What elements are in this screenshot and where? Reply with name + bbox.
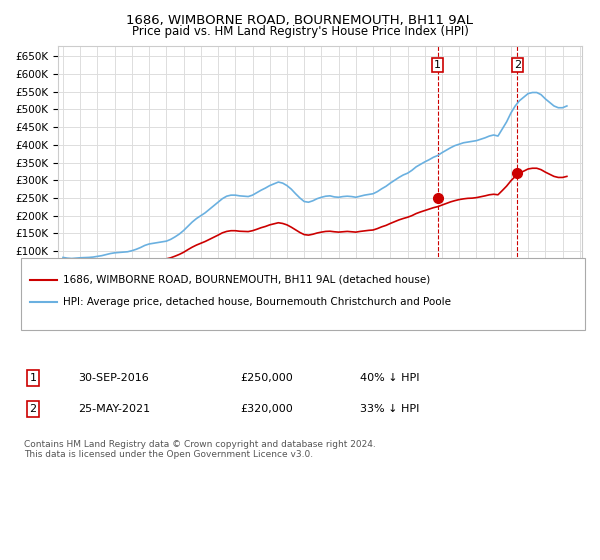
Text: £250,000: £250,000 [240,373,293,383]
Text: 25-MAY-2021: 25-MAY-2021 [78,404,150,414]
Text: Price paid vs. HM Land Registry's House Price Index (HPI): Price paid vs. HM Land Registry's House … [131,25,469,38]
Text: 1: 1 [29,373,37,383]
Text: 2: 2 [514,60,521,70]
Text: 33% ↓ HPI: 33% ↓ HPI [360,404,419,414]
Text: 2: 2 [29,404,37,414]
Text: 1686, WIMBORNE ROAD, BOURNEMOUTH, BH11 9AL: 1686, WIMBORNE ROAD, BOURNEMOUTH, BH11 9… [127,14,473,27]
Text: Contains HM Land Registry data © Crown copyright and database right 2024.
This d: Contains HM Land Registry data © Crown c… [24,440,376,459]
Text: 1686, WIMBORNE ROAD, BOURNEMOUTH, BH11 9AL (detached house): 1686, WIMBORNE ROAD, BOURNEMOUTH, BH11 9… [63,275,430,285]
Text: £320,000: £320,000 [240,404,293,414]
Text: 40% ↓ HPI: 40% ↓ HPI [360,373,419,383]
Text: 1: 1 [434,60,441,70]
Text: HPI: Average price, detached house, Bournemouth Christchurch and Poole: HPI: Average price, detached house, Bour… [63,297,451,307]
Text: 30-SEP-2016: 30-SEP-2016 [78,373,149,383]
